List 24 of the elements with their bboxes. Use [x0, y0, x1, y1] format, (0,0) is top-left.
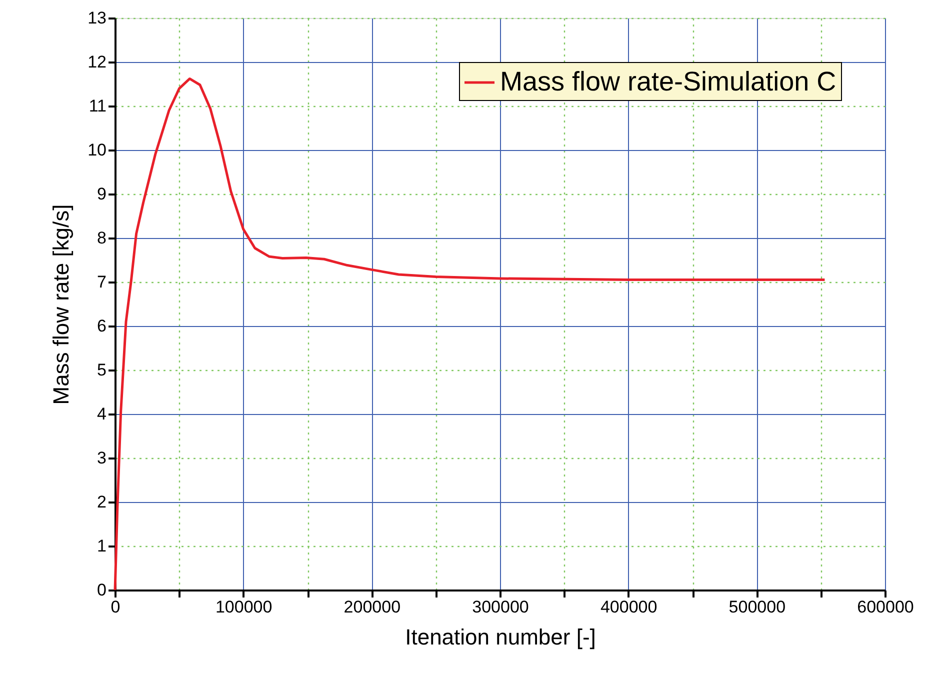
y-tick-label: 9 [97, 184, 106, 204]
y-tick-label: 2 [97, 492, 106, 512]
legend-label: Mass flow rate-Simulation C [500, 66, 836, 96]
y-tick-label: 1 [97, 536, 106, 556]
y-tick-label: 11 [88, 96, 106, 116]
x-tick-label: 300000 [472, 598, 529, 616]
x-tick-label: 600000 [857, 598, 914, 616]
y-tick-label: 0 [97, 580, 106, 600]
y-tick-label: 8 [97, 228, 106, 248]
y-tick-label: 10 [88, 140, 106, 160]
x-axis-title: Itenation number [-] [405, 624, 596, 650]
y-tick-label: 3 [97, 448, 106, 468]
x-tick-label: 0 [110, 598, 120, 616]
y-tick-label: 12 [88, 52, 106, 72]
x-tick-label: 100000 [215, 598, 272, 616]
y-tick-label: 4 [97, 404, 106, 424]
x-tick-label: 400000 [600, 598, 658, 616]
y-tick-label: 5 [97, 360, 106, 380]
y-tick-label: 13 [88, 8, 106, 28]
y-tick-label: 6 [97, 316, 106, 336]
x-tick-label: 200000 [344, 598, 401, 616]
y-axis-title: Mass flow rate [kg/s] [48, 204, 74, 405]
y-tick-label: 7 [97, 272, 106, 292]
x-tick-label: 500000 [728, 598, 786, 616]
